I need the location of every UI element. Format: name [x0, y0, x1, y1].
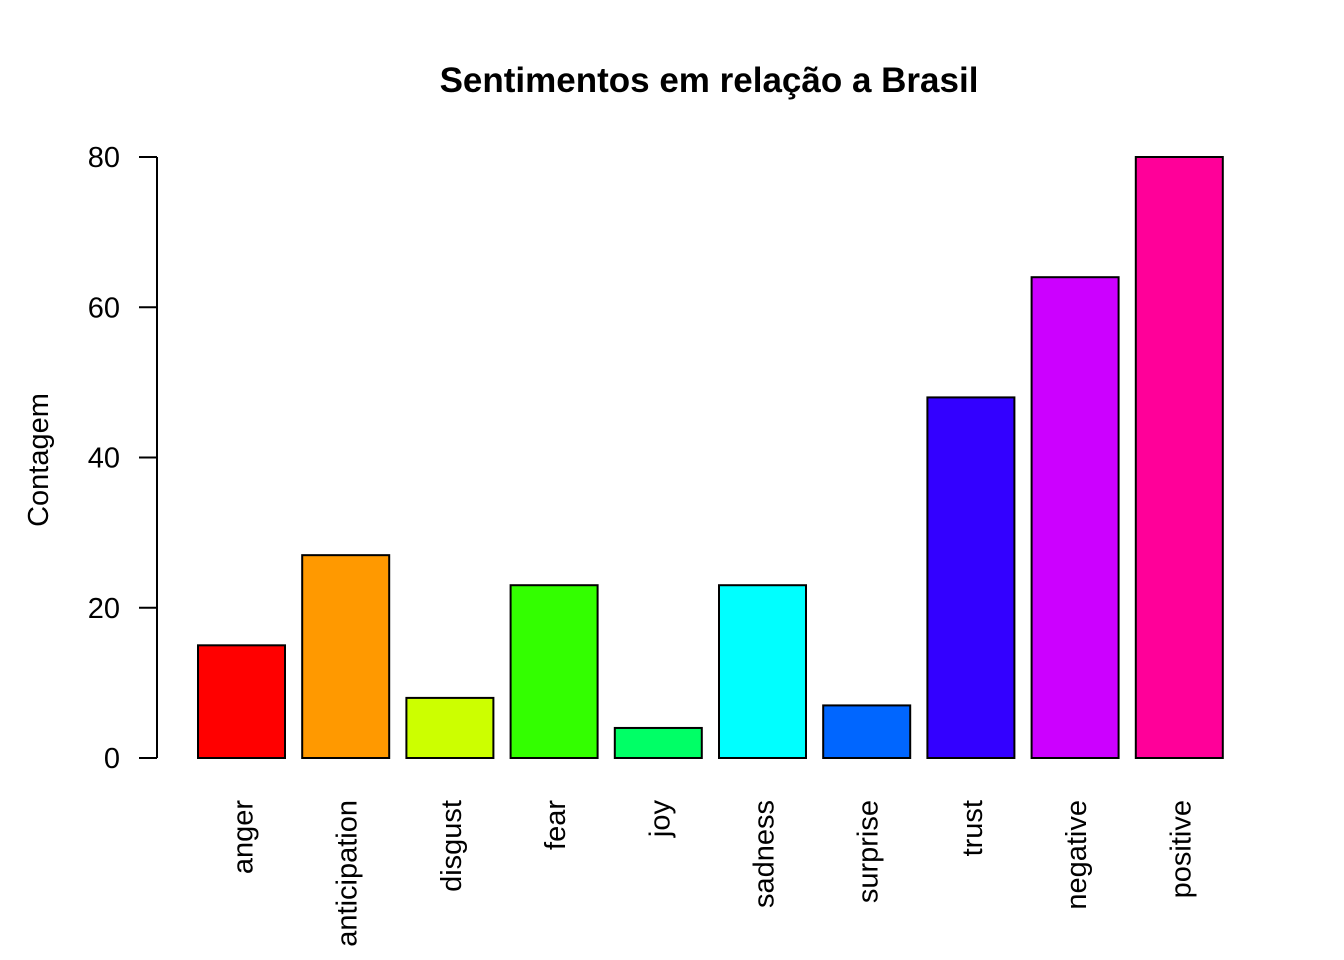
x-tick-label-sadness: sadness	[749, 800, 781, 908]
y-axis-label: Contagem	[23, 393, 55, 527]
x-tick-label-positive: positive	[1165, 800, 1197, 898]
bar-negative	[1030, 276, 1120, 759]
y-axis-ticks: 0 20 40 60 80	[88, 142, 157, 775]
bars-group	[197, 156, 1224, 760]
y-tick-label: 20	[88, 593, 120, 625]
x-tick-label-trust: trust	[957, 800, 989, 856]
bar-positive	[1134, 156, 1224, 759]
x-axis-tick-labels: anger anticipation disgust fear joy sadness su…	[228, 800, 1198, 947]
x-tick-label-disgust: disgust	[436, 800, 468, 892]
x-tick-label-joy: joy	[644, 800, 676, 839]
bar-surprise	[822, 704, 912, 759]
bar-joy	[613, 726, 703, 760]
bar-sadness	[718, 584, 807, 760]
bar-fear	[509, 584, 599, 760]
y-tick-label: 60	[88, 292, 120, 324]
bar-anger	[197, 644, 286, 759]
y-tick-label: 80	[88, 142, 120, 174]
chart-title: Sentimentos em relação a Brasil	[440, 61, 979, 100]
bar-trust	[926, 396, 1016, 759]
x-tick-label-negative: negative	[1061, 800, 1093, 910]
x-tick-label-fear: fear	[540, 800, 572, 850]
x-tick-label-anger: anger	[228, 800, 260, 875]
bar-disgust	[405, 696, 495, 760]
y-tick-label: 0	[104, 743, 120, 775]
bar-anticipation	[301, 554, 391, 759]
x-tick-label-anticipation: anticipation	[332, 800, 364, 947]
y-tick-label: 40	[88, 443, 120, 475]
x-tick-label-surprise: surprise	[853, 800, 885, 903]
